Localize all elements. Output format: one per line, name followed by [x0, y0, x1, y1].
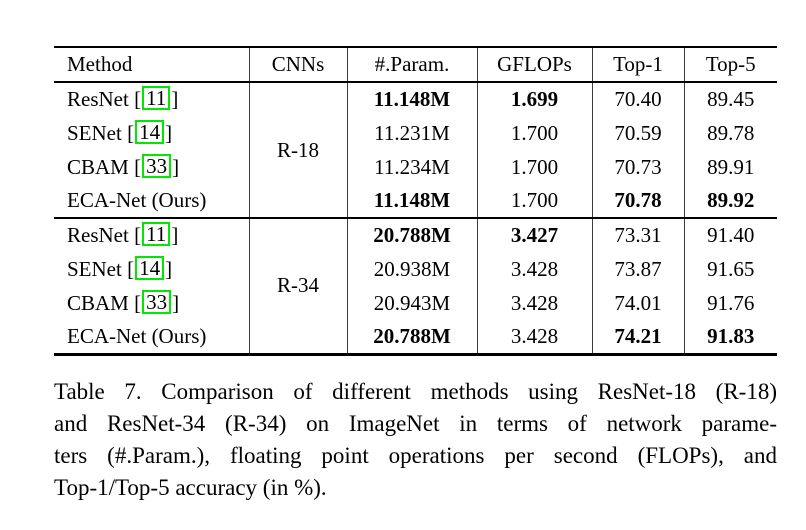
params-cell: 11.148M [346, 184, 478, 218]
col-header-top5: Top-5 [683, 47, 777, 82]
gflops-cell: 1.700 [476, 150, 593, 184]
gflops-cell: 3.428 [476, 320, 593, 354]
col-header-method: Method [54, 47, 250, 82]
paper-excerpt: Method CNNs #.Param. GFLOPs Top-1 Top-5 … [54, 46, 777, 504]
gflops-cell: 3.428 [476, 252, 593, 286]
citation-link[interactable]: 11 [142, 86, 171, 110]
method-bracket: ] [171, 87, 179, 111]
citation-link[interactable]: 33 [142, 289, 172, 314]
col-header-cnns: CNNs [248, 47, 348, 82]
gflops-cell: 1.700 [476, 184, 593, 218]
table-row: ECA-Net (Ours) 20.788M 3.428 74.21 91.83 [54, 320, 777, 354]
top5-cell: 89.78 [683, 116, 777, 150]
table-header: Method CNNs #.Param. GFLOPs Top-1 Top-5 [54, 47, 777, 82]
caption-line: Top-1/Top-5 accuracy (in %). [54, 474, 327, 500]
caption-line: Table 7. Comparison of different methods… [54, 378, 777, 404]
method-label: ECA-Net (Ours) [67, 323, 207, 348]
method-label: SENet [ [67, 120, 135, 145]
gflops-cell: 3.428 [476, 286, 593, 320]
col-header-params: #.Param. [346, 47, 478, 82]
table-row: ECA-Net (Ours) 11.148M 1.700 70.78 89.92 [54, 184, 777, 218]
gflops-cell: 1.699 [476, 82, 593, 116]
method-cell: CBAM [33] [54, 150, 250, 184]
top1-cell: 70.73 [591, 150, 685, 184]
params-cell: 11.231M [346, 116, 478, 150]
table-row: SENet [14] 20.938M 3.428 73.87 91.65 [54, 252, 777, 286]
table-row: CBAM [33] 11.234M 1.700 70.73 89.91 [54, 150, 777, 184]
cnn-group-cell: R-18 [248, 82, 348, 218]
caption-line: and ResNet-34 (R-34) on ImageNet in term… [54, 410, 777, 436]
method-cell: ResNet [11] [54, 82, 250, 116]
method-cell: SENet [14] [54, 252, 250, 286]
citation-link[interactable]: 14 [135, 255, 165, 280]
top5-cell: 91.65 [683, 252, 777, 286]
params-cell: 20.788M [346, 320, 478, 354]
method-label: ResNet [ [67, 223, 142, 247]
params-cell: 20.788M [346, 218, 478, 252]
params-cell: 11.234M [346, 150, 478, 184]
table-caption: Table 7. Comparison of different methods… [54, 376, 777, 504]
citation-link[interactable]: 14 [135, 119, 165, 144]
cnn-group-cell: R-34 [248, 218, 348, 354]
method-bracket: ] [165, 120, 173, 145]
method-label: ResNet [ [67, 87, 142, 111]
top5-cell: 89.45 [683, 82, 777, 116]
citation-link[interactable]: 11 [142, 222, 171, 246]
top1-cell: 70.59 [591, 116, 685, 150]
method-label: SENet [ [67, 256, 135, 281]
params-cell: 20.943M [346, 286, 478, 320]
method-cell: SENet [14] [54, 116, 250, 150]
gflops-cell: 1.700 [476, 116, 593, 150]
top1-cell: 74.21 [591, 320, 685, 354]
method-label: ECA-Net (Ours) [67, 188, 207, 212]
table-row: CBAM [33] 20.943M 3.428 74.01 91.76 [54, 286, 777, 320]
method-cell: ECA-Net (Ours) [54, 320, 250, 354]
top1-cell: 73.31 [591, 218, 685, 252]
method-bracket: ] [165, 256, 173, 281]
method-cell: ResNet [11] [54, 218, 250, 252]
params-cell: 20.938M [346, 252, 478, 286]
top5-cell: 89.92 [683, 184, 777, 218]
col-header-top1: Top-1 [591, 47, 685, 82]
top5-cell: 91.83 [683, 320, 777, 354]
params-cell: 11.148M [346, 82, 478, 116]
method-bracket: ] [172, 290, 180, 315]
top5-cell: 91.40 [683, 218, 777, 252]
group-r18: ResNet [11] R-18 11.148M 1.699 70.40 89.… [54, 82, 777, 218]
method-bracket: ] [172, 154, 180, 179]
method-cell: ECA-Net (Ours) [54, 184, 250, 218]
col-header-gflops: GFLOPs [476, 47, 593, 82]
top1-cell: 70.40 [591, 82, 685, 116]
method-label: CBAM [ [67, 290, 142, 315]
top1-cell: 74.01 [591, 286, 685, 320]
table-row: ResNet [11] R-34 20.788M 3.427 73.31 91.… [54, 218, 777, 354]
table-row: SENet [14] 11.231M 1.700 70.59 89.78 [54, 116, 777, 150]
caption-line: ters (#.Param.), floating point operatio… [54, 442, 777, 468]
gflops-cell: 3.427 [476, 218, 593, 252]
method-cell: CBAM [33] [54, 286, 250, 320]
method-label: CBAM [ [67, 154, 142, 179]
top5-cell: 89.91 [683, 150, 777, 184]
top1-cell: 70.78 [591, 184, 685, 218]
top1-cell: 73.87 [591, 252, 685, 286]
table-header-row: Method CNNs #.Param. GFLOPs Top-1 Top-5 [54, 47, 777, 82]
top5-cell: 91.76 [683, 286, 777, 320]
group-r34: ResNet [11] R-34 20.788M 3.427 73.31 91.… [54, 218, 777, 354]
results-table: Method CNNs #.Param. GFLOPs Top-1 Top-5 … [54, 46, 777, 356]
citation-link[interactable]: 33 [142, 153, 172, 178]
method-bracket: ] [171, 223, 179, 247]
table-row: ResNet [11] R-18 11.148M 1.699 70.40 89.… [54, 82, 777, 218]
